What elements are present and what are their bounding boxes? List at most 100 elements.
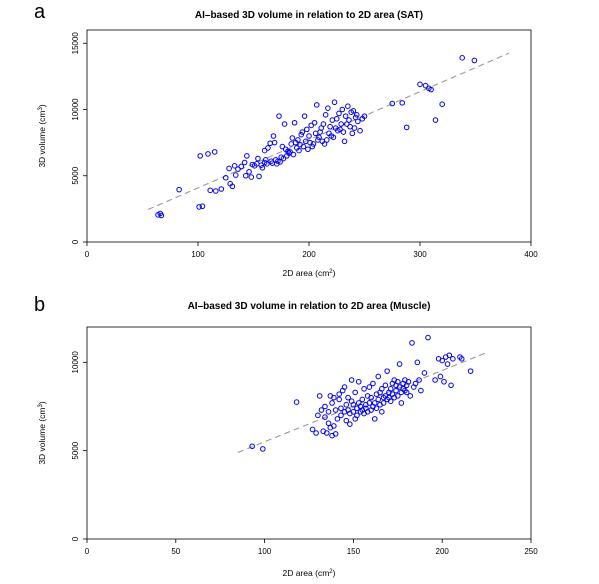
data-point-a [256, 173, 262, 180]
regression-line-a [147, 52, 510, 211]
data-point-b [350, 401, 357, 408]
data-point-b [260, 446, 266, 452]
data-point-b [313, 430, 319, 436]
data-point-b [405, 378, 412, 385]
y-tick-label-a: 5000 [71, 166, 80, 184]
data-point-a [311, 119, 318, 126]
data-point-a [298, 131, 305, 138]
plot-frame-b [86, 326, 532, 540]
data-point-a [197, 153, 204, 159]
data-point-a [244, 153, 250, 159]
data-point-a [222, 174, 229, 181]
data-point-a [346, 117, 352, 123]
data-point-a [207, 187, 214, 194]
x-tick-label-b: 50 [171, 547, 180, 556]
data-point-b [382, 382, 389, 389]
data-point-b [368, 394, 374, 401]
data-point-b [375, 373, 382, 380]
data-point-b [375, 396, 382, 403]
data-point-b [425, 334, 431, 341]
data-point-a [353, 112, 360, 118]
data-point-a [305, 146, 311, 153]
y-tick-label-b: 5000 [71, 441, 80, 459]
data-point-a [287, 149, 293, 155]
data-point-a [238, 163, 245, 170]
x-tick-label-b: 100 [258, 547, 272, 556]
data-point-b [315, 412, 321, 419]
data-point-a [226, 165, 232, 172]
data-point-a [331, 99, 338, 106]
data-point-a [196, 204, 202, 210]
data-point-a [261, 147, 268, 154]
data-point-b [446, 352, 453, 359]
data-point-b [407, 393, 414, 399]
data-point-a [355, 118, 361, 125]
data-point-b [403, 389, 410, 396]
x-tick-label-a: 0 [85, 250, 90, 259]
data-point-a [340, 129, 347, 135]
panel-letter-b: b [34, 294, 45, 316]
data-point-a [329, 117, 336, 123]
data-point-b [387, 386, 394, 392]
data-point-a [218, 186, 225, 192]
y-tick-label-a: 0 [71, 239, 80, 244]
data-point-a [255, 155, 261, 162]
data-point-a [459, 55, 465, 61]
data-point-b [398, 400, 405, 406]
data-point-a [229, 183, 236, 190]
data-point-a [323, 137, 330, 143]
data-point-a [357, 127, 363, 134]
data-point-a [280, 155, 287, 162]
data-point-a [389, 100, 396, 107]
data-point-a [248, 174, 255, 180]
y-tick-label-a: 10000 [71, 98, 80, 121]
data-point-b [458, 356, 465, 362]
chart-title-b: AI–based 3D volume in relation to 2D are… [188, 301, 431, 312]
panel-letter-a: a [34, 1, 46, 23]
data-point-a [341, 138, 348, 145]
data-point-b [421, 370, 428, 376]
data-point-b [359, 396, 366, 403]
data-point-b [371, 400, 378, 406]
data-point-a [265, 145, 271, 151]
data-point-a [432, 117, 439, 123]
data-point-b [444, 361, 451, 367]
data-point-b [331, 423, 337, 429]
data-point-b [338, 405, 344, 412]
data-point-a [300, 143, 307, 150]
data-point-b [309, 426, 316, 433]
data-point-a [325, 105, 331, 111]
plot-area-a: 0 100 200 300 400 0 5000 10000 15000 [71, 29, 538, 259]
data-point-a [211, 149, 218, 155]
y-tick-label-b: 10000 [71, 351, 80, 374]
y-axis-label-a: 3D volume (cm3) [37, 104, 47, 168]
data-point-a [289, 135, 296, 141]
data-point-a [316, 134, 322, 141]
data-point-b [373, 405, 380, 412]
data-point-a [351, 125, 358, 131]
plot-area-b: 0 50 100 150 200 250 0 5000 10000 [71, 326, 538, 556]
data-point-a [212, 188, 219, 194]
y-tick-label-a: 15000 [71, 32, 80, 55]
data-point-b [361, 386, 367, 392]
data-point-a [299, 129, 306, 135]
data-point-a [313, 102, 320, 108]
data-point-a [281, 121, 288, 127]
data-point-b [355, 378, 362, 385]
data-point-b [318, 407, 325, 413]
data-point-a [349, 130, 356, 137]
data-point-b [325, 409, 332, 415]
data-point-b [418, 387, 424, 394]
data-point-b [414, 359, 421, 366]
data-point-a [270, 133, 277, 139]
data-point-a [342, 113, 349, 119]
x-axis-label-a: 2D area (cm2) [283, 268, 336, 278]
data-point-b [343, 401, 350, 408]
data-point-b [396, 361, 403, 367]
data-point-a [241, 159, 248, 166]
data-point-a [271, 139, 278, 146]
data-point-a [303, 126, 310, 133]
chart-title-a: AI–based 3D volume in relation to 2D are… [195, 10, 423, 21]
data-point-b [437, 373, 444, 380]
data-point-a [330, 134, 337, 141]
